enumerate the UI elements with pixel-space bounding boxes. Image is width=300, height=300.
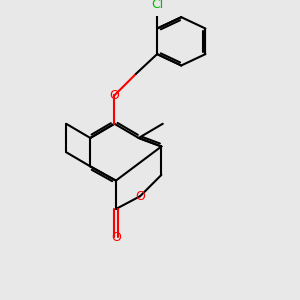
Text: O: O [110,89,119,102]
Text: O: O [111,231,121,244]
Text: Cl: Cl [151,0,163,11]
Text: O: O [135,190,145,203]
